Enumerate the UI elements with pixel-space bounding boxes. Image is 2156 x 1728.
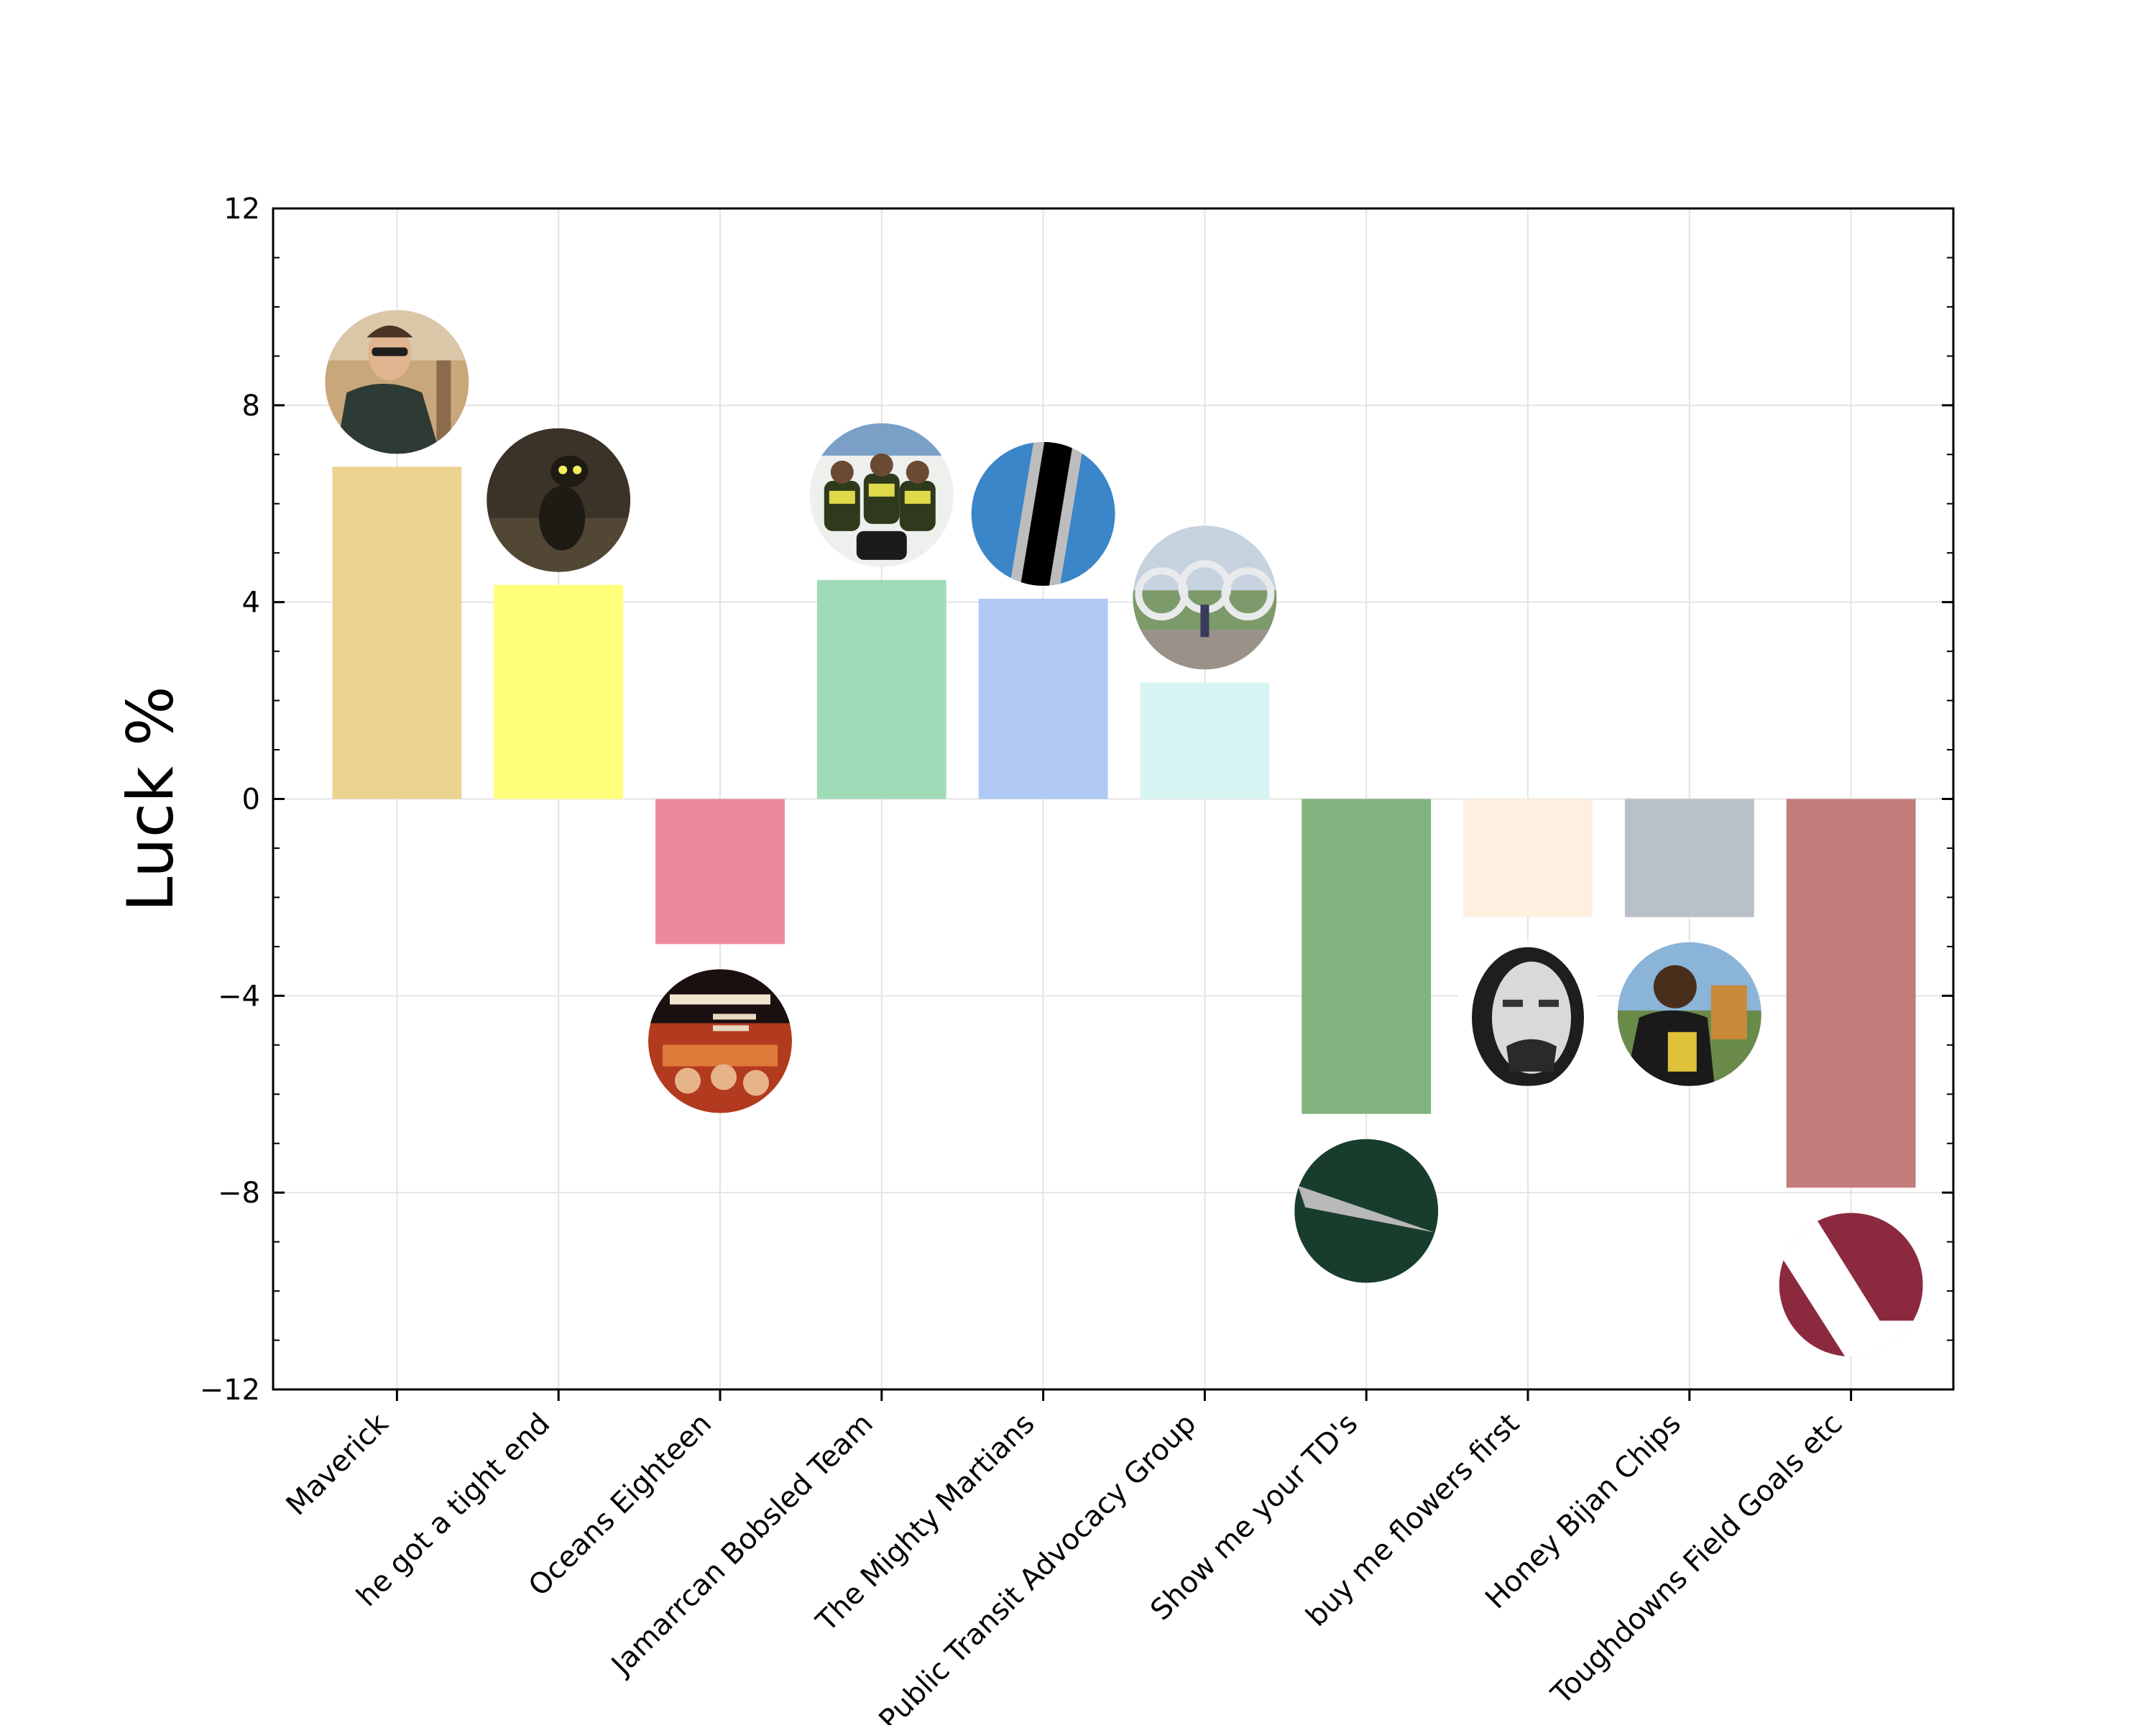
pilot-portrait-icon: [325, 310, 469, 454]
axes: [272, 207, 1955, 1401]
bar-6[interactable]: [1140, 682, 1270, 799]
bars: [332, 467, 1916, 1188]
bar-7[interactable]: [1302, 799, 1432, 1114]
y-axis-title: Luck %: [114, 686, 188, 911]
movie-poster-icon: [648, 969, 792, 1113]
bar-1[interactable]: [332, 467, 462, 799]
y-tick-label: −12: [200, 1374, 260, 1407]
y-tick-label: −8: [218, 1177, 260, 1210]
striped-ball-icon: [971, 441, 1115, 586]
sepia-face-icon: [1456, 942, 1600, 1086]
bar-5[interactable]: [978, 598, 1108, 799]
green-slash-logo-icon: [1294, 1139, 1439, 1283]
y-tick-label: 4: [242, 587, 260, 620]
bar-2[interactable]: [494, 584, 624, 799]
team-logos: [325, 310, 1923, 1357]
bar-10[interactable]: [1786, 799, 1916, 1188]
bar-4[interactable]: [816, 579, 946, 799]
y-tick-label: 12: [224, 193, 260, 226]
olympic-rings-icon: [1133, 525, 1277, 670]
bar-9[interactable]: [1624, 799, 1754, 917]
bar-8[interactable]: [1463, 799, 1593, 917]
y-tick-label: 0: [242, 783, 260, 817]
y-tick-label: 8: [242, 390, 260, 423]
bobsled-team-icon: [809, 423, 954, 567]
y-tick-label: −4: [218, 980, 260, 1013]
bar-3[interactable]: [655, 799, 785, 945]
